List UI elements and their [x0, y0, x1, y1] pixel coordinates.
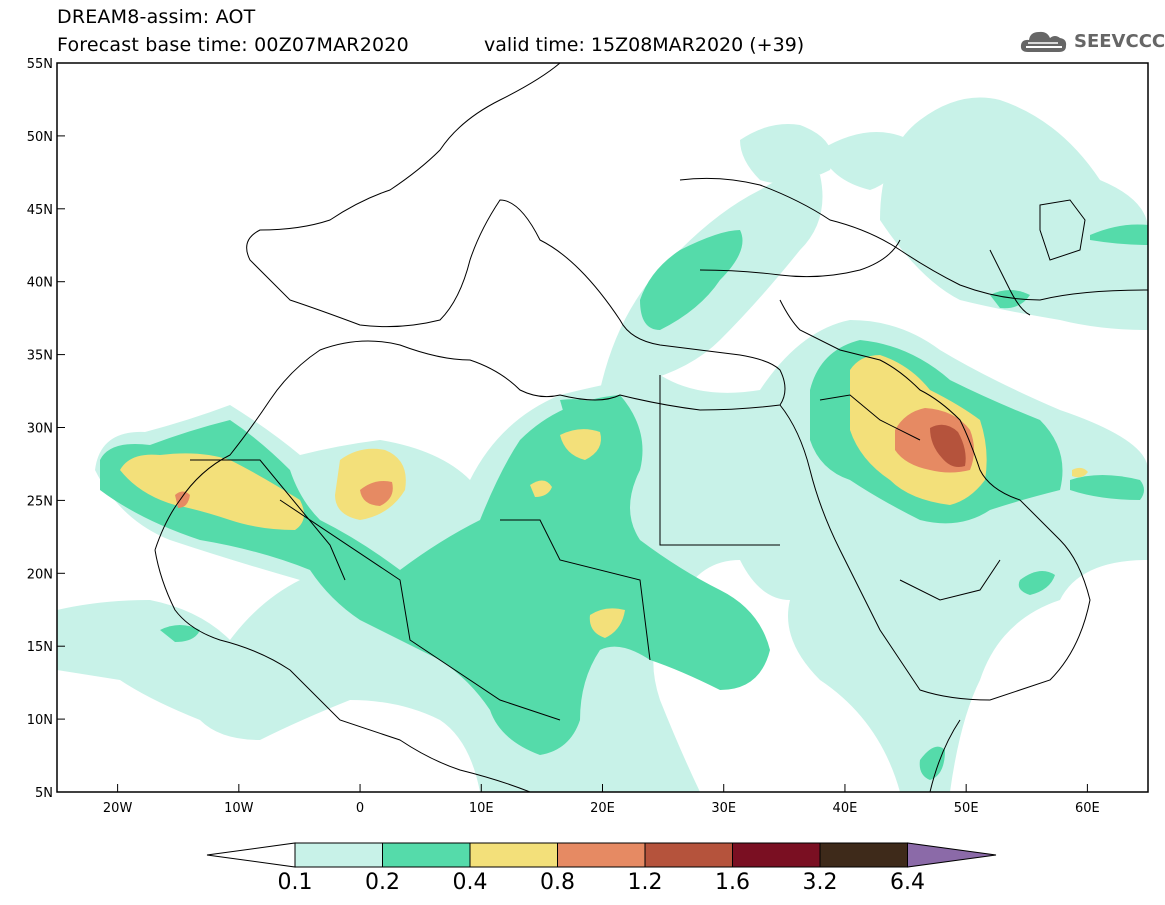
lon-tick-label: 50E	[954, 801, 979, 816]
lat-tick-label: 25N	[27, 494, 53, 509]
colorbar-swatch	[819, 842, 908, 868]
lat-tick-label: 30N	[27, 422, 53, 437]
forecast-base-time: Forecast base time: 00Z07MAR2020	[57, 34, 409, 56]
lat-tick-label: 45N	[27, 203, 53, 218]
aot-field	[57, 97, 1148, 792]
lat-tick-label: 55N	[27, 57, 53, 72]
colorbar-label: 0.8	[540, 870, 575, 895]
lat-tick-label: 40N	[27, 276, 53, 291]
seevccc-logo: SEEVCCC	[1018, 26, 1165, 56]
lon-tick-label: 40E	[833, 801, 858, 816]
colorbar-swatch	[469, 842, 558, 868]
colorbar	[206, 842, 997, 868]
colorbar-label: 1.2	[627, 870, 663, 895]
colorbar-label: 1.6	[715, 870, 750, 895]
lon-tick-label: 30E	[711, 801, 736, 816]
lon-tick-label: 20W	[103, 801, 133, 816]
colorbar-swatch	[732, 842, 821, 868]
lon-tick-label: 0	[356, 801, 364, 816]
latitude-axis: 5N 10N 15N 20N 25N 30N 35N 40N 45N 50N 55N	[27, 57, 65, 801]
longitude-axis: 20W 10W 0 10E 20E 30E 40E 50E 60E	[103, 784, 1100, 816]
map-title: DREAM8-assim: AOT	[57, 6, 256, 28]
lat-tick-label: 15N	[27, 640, 53, 655]
colorbar-swatch	[644, 842, 733, 868]
colorbar-swatch	[382, 842, 471, 868]
lon-tick-label: 10E	[469, 801, 494, 816]
lat-tick-label: 5N	[35, 786, 53, 801]
colorbar-over-triangle	[907, 842, 997, 868]
lon-tick-label: 10W	[224, 801, 254, 816]
valid-time: valid time: 15Z08MAR2020 (+39)	[484, 34, 805, 56]
colorbar-label: 0.1	[277, 870, 313, 895]
lat-tick-label: 35N	[27, 349, 53, 364]
colorbar-swatch	[294, 842, 383, 868]
cloud-icon	[1020, 31, 1067, 52]
aot-band-extreme	[930, 424, 966, 467]
colorbar-swatch	[557, 842, 646, 868]
colorbar-label: 6.4	[890, 870, 925, 895]
coastlines	[154, 63, 1148, 792]
logo-text: SEEVCCC	[1074, 30, 1165, 52]
colorbar-under-triangle	[206, 842, 296, 868]
lon-tick-label: 20E	[590, 801, 615, 816]
colorbar-label: 3.2	[802, 870, 838, 895]
lat-tick-label: 10N	[27, 713, 53, 728]
colorbar-label: 0.4	[452, 870, 488, 895]
colorbar-label: 0.2	[365, 870, 400, 895]
lon-tick-label: 60E	[1075, 801, 1100, 816]
lat-tick-label: 20N	[27, 567, 53, 582]
lat-tick-label: 50N	[27, 130, 53, 145]
